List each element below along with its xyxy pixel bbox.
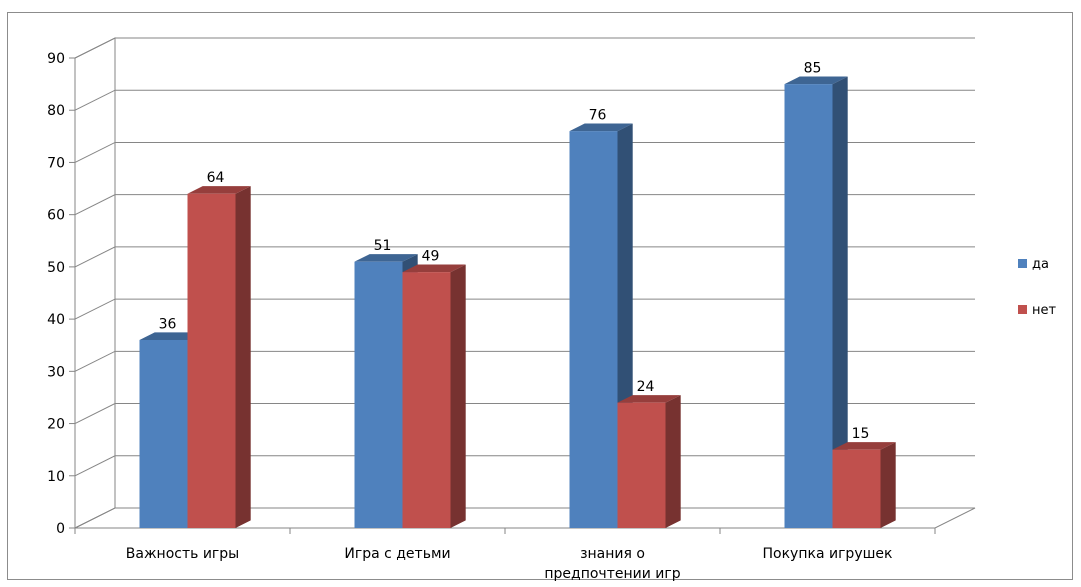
- data-label: 85: [804, 61, 822, 77]
- y-axis-tick-label: 70: [47, 155, 65, 171]
- y-axis-tick-label: 80: [47, 103, 65, 119]
- data-label: 24: [637, 379, 655, 395]
- y-axis-tick-labels: 0 10 20 30 40 50 60 70 80 90: [47, 51, 65, 537]
- gridline: [74, 403, 975, 425]
- bar-side: [832, 76, 848, 528]
- bar-side: [880, 442, 896, 528]
- gridline: [74, 89, 975, 111]
- y-axis-tick-label: 40: [47, 312, 65, 328]
- legend-swatch: [1018, 259, 1027, 268]
- bar-top: [832, 442, 896, 450]
- bar-top: [139, 332, 203, 340]
- y-axis-tick-label: 60: [47, 208, 65, 224]
- x-axis-tick-label: знания о: [580, 546, 645, 562]
- x-axis-tick-label: Покупка игрушек: [763, 546, 893, 562]
- gridline: [74, 246, 975, 268]
- x-axis-tick-labels: Важность игры Игра с детьми знания о предпо…: [126, 546, 893, 582]
- bar-side: [450, 264, 466, 528]
- bar-top: [402, 264, 466, 273]
- bar-side: [665, 395, 681, 528]
- y-axis-tick-label: 90: [47, 51, 65, 67]
- data-label: 49: [422, 249, 440, 265]
- gridlines: [74, 37, 975, 477]
- data-labels: 36 64 51 49 76 24 85 15: [159, 61, 870, 443]
- legend-label: нет: [1032, 303, 1056, 318]
- y-axis-tick-label: 50: [47, 260, 65, 276]
- data-label: 64: [207, 170, 225, 186]
- bar: [569, 131, 618, 528]
- gridline: [74, 37, 975, 59]
- bar: [784, 84, 833, 528]
- y-axis-tick-label: 30: [47, 364, 65, 380]
- x-axis-tick-label: Игра с детьми: [344, 546, 450, 562]
- bar-top: [354, 254, 418, 262]
- data-label: 15: [852, 426, 870, 442]
- bar: [402, 272, 451, 528]
- gridline: [74, 350, 975, 372]
- x-axis-tick-label: предпочтении игр: [544, 566, 680, 582]
- gridline: [74, 194, 975, 216]
- bar-top: [784, 76, 848, 85]
- data-label: 51: [374, 238, 392, 254]
- data-label: 76: [589, 108, 607, 124]
- data-label: 36: [159, 316, 177, 332]
- legend: да нет: [1018, 257, 1056, 318]
- bar: [617, 402, 666, 528]
- gridline: [74, 298, 975, 320]
- bar-top: [187, 186, 251, 194]
- y-axis-tick-label: 0: [56, 521, 65, 537]
- bar: [354, 261, 403, 528]
- chart-frame: 0 10 20 30 40 50 60 70 80 90 36 64 51 49 76 24 85 15 Важ…: [7, 12, 1073, 582]
- x-axis-tick-label: Важность игры: [126, 546, 239, 562]
- bar-top: [617, 395, 681, 403]
- legend-label: да: [1032, 257, 1049, 272]
- bar: [187, 193, 236, 528]
- bar-side: [235, 186, 251, 528]
- gridline: [74, 455, 975, 477]
- gridline: [74, 141, 975, 163]
- bar-top: [569, 123, 633, 132]
- y-axis-tick-label: 10: [47, 469, 65, 485]
- bars: [139, 76, 896, 529]
- y-axis-tick-label: 20: [47, 417, 65, 433]
- legend-swatch: [1018, 305, 1027, 314]
- bar: [139, 340, 188, 528]
- chart-side-wall: [74, 37, 116, 529]
- bar: [832, 449, 881, 528]
